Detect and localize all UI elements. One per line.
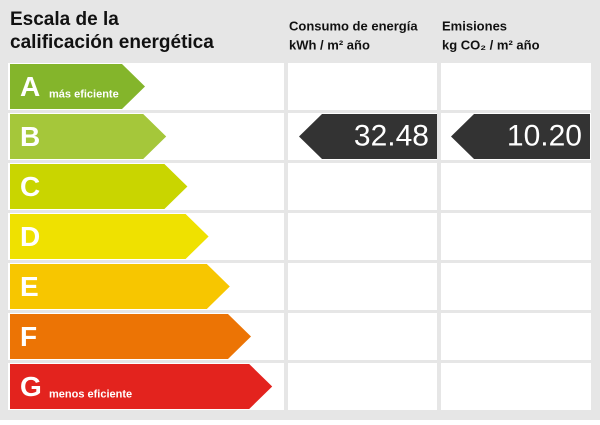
row-cell xyxy=(288,363,437,410)
column-title: Consumo de energía xyxy=(289,18,418,33)
rating-letter: C xyxy=(20,171,40,202)
rating-note: más eficiente xyxy=(49,88,119,100)
column-unit: kWh / m² año xyxy=(289,37,370,52)
row-cell xyxy=(288,163,437,210)
column-unit: kg CO₂ / m² año xyxy=(442,37,540,52)
rating-letter: B xyxy=(20,121,40,152)
value-label: 10.20 xyxy=(507,119,582,152)
row-cell xyxy=(288,63,437,110)
column-title: Emisiones xyxy=(442,18,507,33)
row-cell xyxy=(441,63,591,110)
row-cell xyxy=(441,213,591,260)
row-cell xyxy=(288,313,437,360)
value-label: 32.48 xyxy=(354,119,429,152)
rating-arrow xyxy=(10,214,209,259)
rating-letter: D xyxy=(20,221,40,252)
value-arrow xyxy=(451,114,590,159)
rating-arrow xyxy=(10,164,188,209)
row-cell xyxy=(288,213,437,260)
rating-letter: A xyxy=(20,71,40,102)
rating-note: menos eficiente xyxy=(49,388,132,400)
row-cell xyxy=(441,313,591,360)
row-cell xyxy=(288,263,437,310)
title-line: Escala de la xyxy=(10,9,119,30)
rating-letter: E xyxy=(20,271,39,302)
value-arrow xyxy=(299,114,437,159)
rating-letter: F xyxy=(20,321,37,352)
rating-arrow xyxy=(10,114,167,159)
rating-letter: G xyxy=(20,371,42,402)
row-cell xyxy=(441,163,591,210)
title-line: calificación energética xyxy=(10,32,214,53)
row-cell xyxy=(441,263,591,310)
rating-arrow xyxy=(10,364,273,409)
rating-arrow xyxy=(10,264,230,309)
rating-arrow xyxy=(10,64,145,109)
row-cell xyxy=(441,363,591,410)
rating-arrow xyxy=(10,314,251,359)
